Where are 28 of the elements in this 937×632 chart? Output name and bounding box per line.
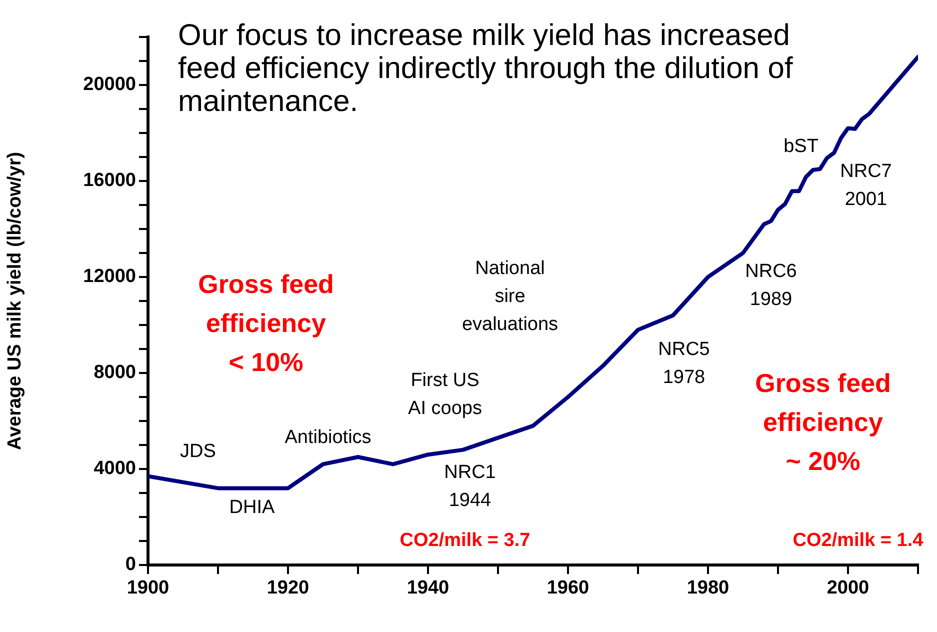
annotation: Gross feed efficiency ~ 20% <box>755 368 891 476</box>
y-tick-label: 4000 <box>94 458 136 480</box>
text: Our focus to increase milk yield has increased feed efficiency indirectly through the dilution of maintenance. <box>178 19 794 118</box>
y-axis-title: Average US milk yield (lb/cow/yr) <box>4 152 26 450</box>
annotation: NRC6 1989 <box>745 261 797 310</box>
y-tick-label: 12000 <box>83 266 136 288</box>
annotation: First US AI coops <box>408 370 482 420</box>
annotation: CO2/milk = 3.7 <box>400 530 530 552</box>
annotation: DHIA <box>229 497 276 518</box>
y-tick-label: 20000 <box>83 74 136 96</box>
x-tick-label: 1900 <box>126 578 170 599</box>
annotation: NRC5 1978 <box>658 339 710 388</box>
annotation: Gross feed efficiency < 10% <box>198 269 334 378</box>
x-tick-label: 2000 <box>826 578 870 599</box>
x-tick-label: 1940 <box>406 578 450 599</box>
y-tick-label: 16000 <box>83 170 136 192</box>
annotation: NRC7 2001 <box>840 161 892 210</box>
y-tick-label: 0 <box>125 554 136 576</box>
annotation: CO2/milk = 1.4 <box>792 530 924 552</box>
y-tick-label: 8000 <box>94 362 136 384</box>
x-tick-label: 1960 <box>546 578 590 599</box>
annotation: National sire evaluations <box>462 258 558 336</box>
x-tick-label: 1920 <box>266 578 310 599</box>
annotation: NRC1 1944 <box>444 462 496 512</box>
annotation: Antibiotics <box>284 427 372 448</box>
annotation: bST <box>784 136 819 158</box>
annotation: JDS <box>180 441 216 462</box>
x-tick-label: 1980 <box>686 578 730 599</box>
